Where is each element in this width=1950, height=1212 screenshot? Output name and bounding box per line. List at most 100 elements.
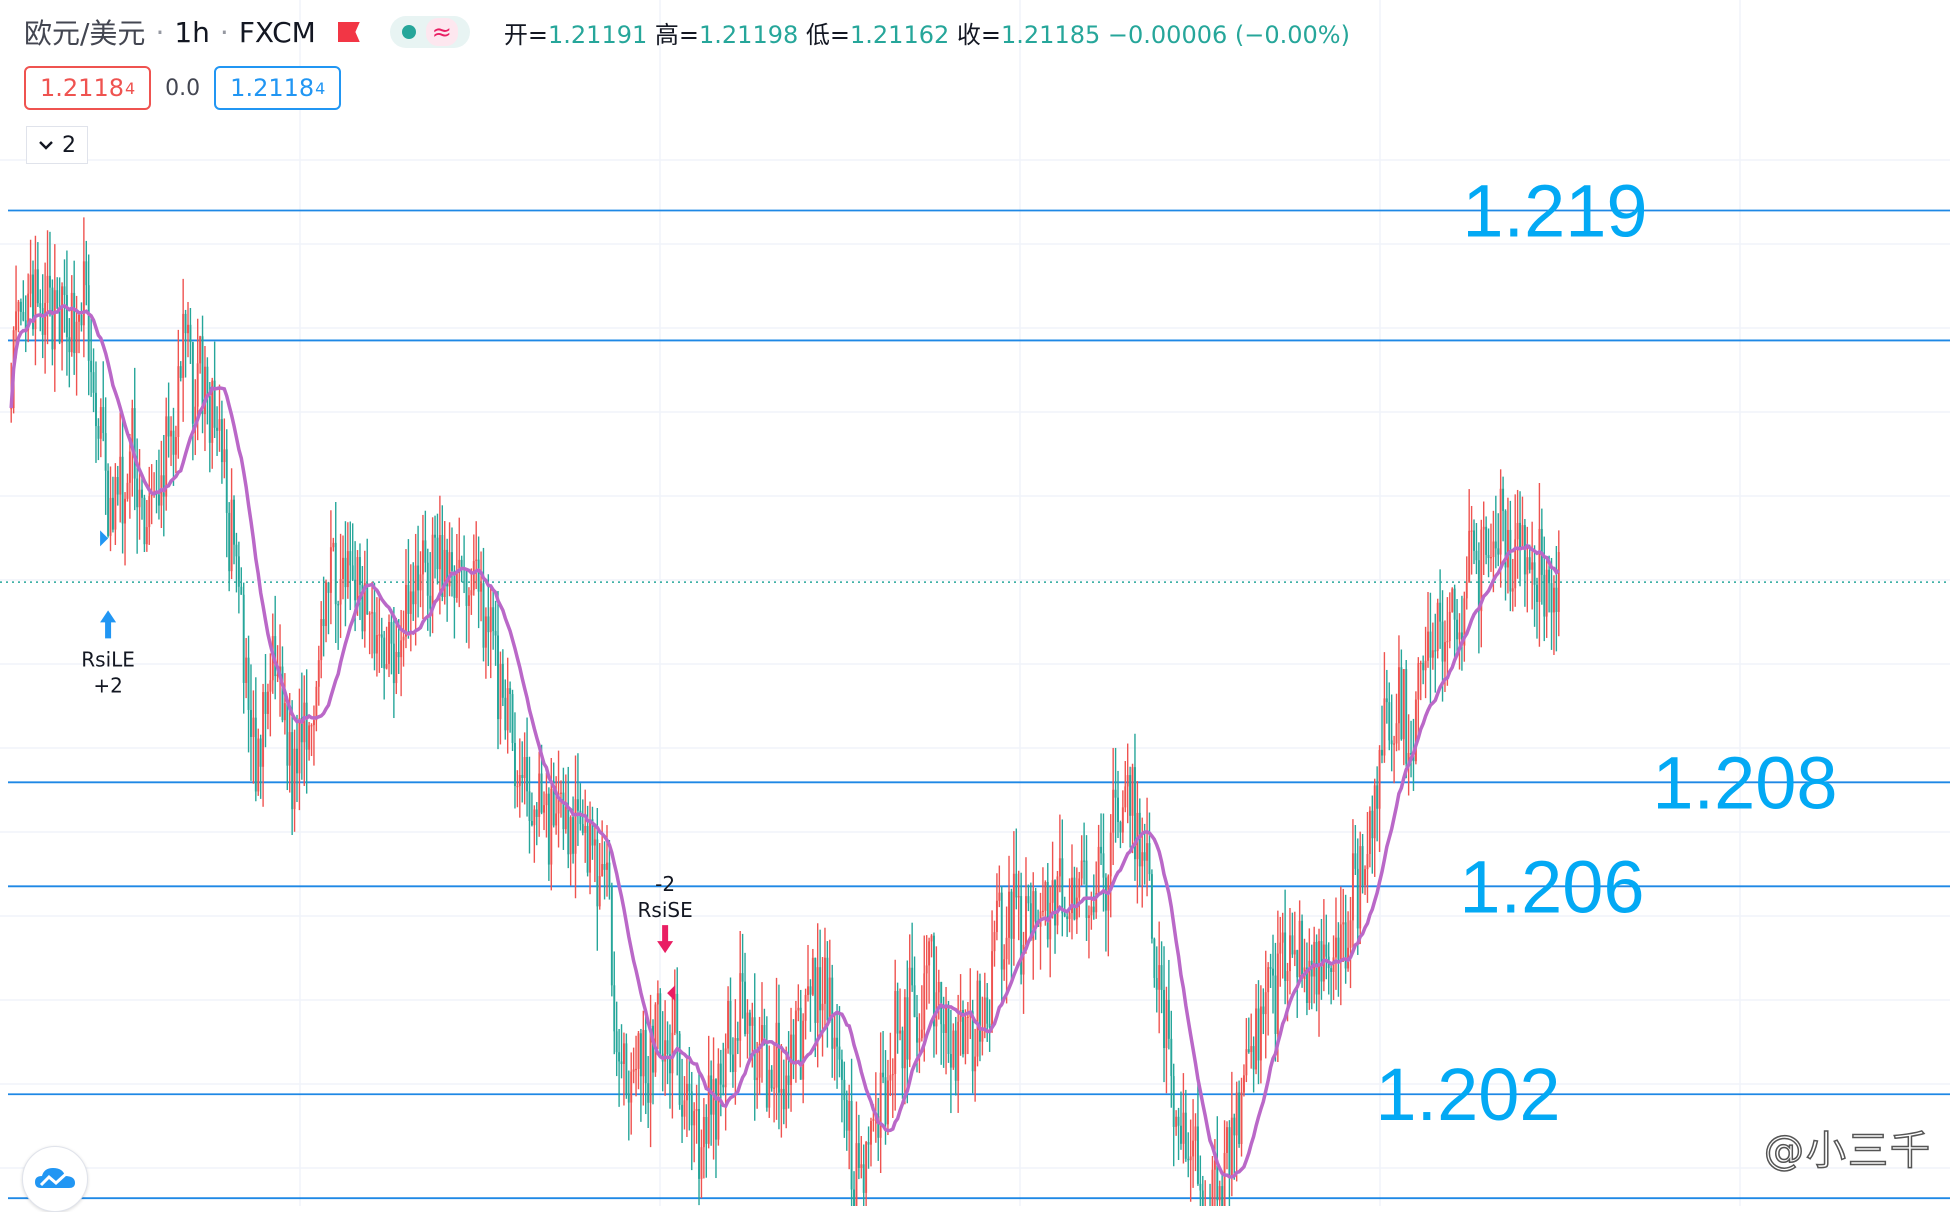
candle-body (1080, 860, 1083, 879)
buy-button[interactable]: 1.2118 4 (214, 66, 342, 110)
candle-body (770, 1069, 773, 1089)
candle-body (1136, 812, 1139, 860)
candle-body (504, 697, 507, 731)
candle-body (993, 932, 996, 952)
sell-button[interactable]: 1.2118 4 (24, 66, 152, 110)
candle-body (1414, 699, 1417, 762)
candle-body (1163, 989, 1165, 1049)
moving-average-line (9, 303, 1560, 1179)
candle-body (126, 482, 129, 499)
candle-body (1325, 944, 1328, 957)
candle-body (1364, 869, 1367, 886)
candle-body (1536, 584, 1538, 602)
candle-body (1087, 915, 1090, 918)
candle-body (819, 967, 822, 1011)
candle-body (448, 552, 451, 587)
candle-body (371, 612, 374, 614)
candle-body (1240, 1092, 1243, 1144)
flag-icon[interactable] (337, 22, 360, 42)
candle-body (327, 582, 330, 593)
candle-body (1117, 797, 1119, 823)
candle-body (1262, 1006, 1265, 1015)
candle-body (1519, 522, 1522, 548)
candle-body (68, 337, 71, 353)
candle-body (247, 657, 250, 710)
candle-body (671, 1032, 674, 1074)
candle-body (1332, 957, 1335, 972)
candle-body (494, 630, 497, 636)
candle-body (833, 1037, 836, 1049)
candle-body (145, 527, 148, 545)
candle-body (75, 321, 78, 354)
candle-body (1131, 767, 1134, 816)
candle-body (845, 1100, 848, 1131)
candle-body (27, 293, 30, 331)
candle-body (879, 1072, 882, 1138)
candle-body (1293, 950, 1296, 955)
candle-body (1531, 562, 1534, 570)
watermark: @小三千 (1763, 1127, 1932, 1175)
candle-body (773, 1087, 776, 1089)
candle-body (1344, 922, 1347, 969)
candle-body (322, 619, 325, 627)
candle-body (637, 1033, 640, 1069)
candle-body (172, 430, 175, 455)
candle-body (741, 973, 744, 982)
candle-body (978, 980, 981, 1042)
high-label: 高= (654, 20, 699, 49)
candle-body (811, 957, 814, 995)
candle-body (388, 622, 390, 665)
low-label: 低= (805, 20, 850, 49)
candle-body (1184, 1112, 1187, 1159)
candle-body (877, 1116, 880, 1138)
candle-body (1230, 1117, 1233, 1177)
candle-body (581, 824, 584, 833)
tradingview-logo-icon[interactable] (22, 1146, 88, 1212)
candle-body (482, 583, 485, 648)
candle-body (1063, 913, 1066, 917)
candle-body (235, 544, 238, 557)
candle-body (1477, 560, 1480, 612)
candle-body (928, 941, 931, 966)
buy-price: 1.2118 (230, 74, 315, 102)
candle-body (61, 286, 64, 343)
interval-label[interactable]: 1h (174, 15, 210, 49)
indicator-collapse-button[interactable]: 2 (26, 126, 88, 164)
candle-body (802, 1020, 805, 1080)
candle-body (342, 557, 344, 579)
symbol-name[interactable]: 欧元/美元 (24, 17, 146, 50)
candle-body (954, 1030, 957, 1081)
candle-body (1502, 488, 1505, 511)
candle-body (1071, 877, 1073, 914)
candle-body (1155, 977, 1158, 990)
candle-body (564, 806, 567, 830)
candle-body (777, 1022, 780, 1093)
candle-body (378, 634, 381, 636)
candle-body (695, 1108, 698, 1112)
candle-body (451, 552, 453, 571)
candle-body (254, 717, 257, 792)
candle-body (412, 591, 415, 605)
market-status-pill[interactable]: ≈ (389, 16, 470, 48)
candle-body (395, 651, 398, 684)
candle-body (659, 993, 662, 1054)
candle-body (729, 1000, 732, 1055)
candle-body (1242, 1075, 1245, 1093)
candle-body (29, 274, 32, 294)
candle-body (250, 709, 252, 737)
candle-body (1012, 873, 1015, 939)
candle-body (499, 663, 502, 720)
candle-body (460, 559, 463, 568)
candle-body (639, 1033, 642, 1077)
candle-body (533, 809, 536, 826)
candle-body (199, 336, 202, 364)
candle-body (136, 478, 139, 508)
candle-body (1252, 1046, 1255, 1070)
level-label: 1.219 (1462, 169, 1647, 252)
candle-body (116, 477, 119, 495)
candle-body (722, 1084, 725, 1088)
candle-body (22, 311, 25, 321)
candle-body (1412, 754, 1415, 762)
